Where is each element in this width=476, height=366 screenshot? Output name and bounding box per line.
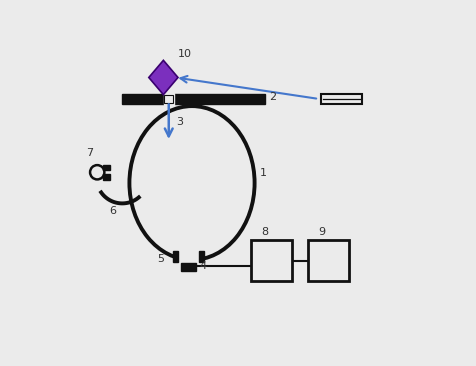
Bar — [172, 251, 178, 262]
Bar — [122, 94, 265, 104]
Bar — [320, 94, 361, 104]
Text: 3: 3 — [176, 117, 183, 127]
Text: 6: 6 — [109, 206, 117, 216]
Bar — [103, 174, 109, 180]
Text: 5: 5 — [157, 254, 164, 264]
Polygon shape — [149, 60, 178, 95]
Bar — [103, 165, 109, 171]
Text: 10: 10 — [178, 49, 191, 59]
Text: 2: 2 — [269, 92, 276, 102]
Text: 8: 8 — [261, 227, 268, 237]
Bar — [163, 93, 173, 105]
Bar — [198, 251, 204, 262]
Text: 9: 9 — [318, 227, 325, 237]
Text: 1: 1 — [259, 168, 267, 178]
Bar — [307, 240, 348, 281]
Text: 4: 4 — [199, 261, 206, 271]
Bar — [177, 246, 199, 264]
Bar — [250, 240, 291, 281]
Circle shape — [90, 165, 104, 179]
Text: 7: 7 — [86, 148, 93, 158]
Bar — [164, 95, 173, 103]
Bar — [180, 264, 196, 271]
